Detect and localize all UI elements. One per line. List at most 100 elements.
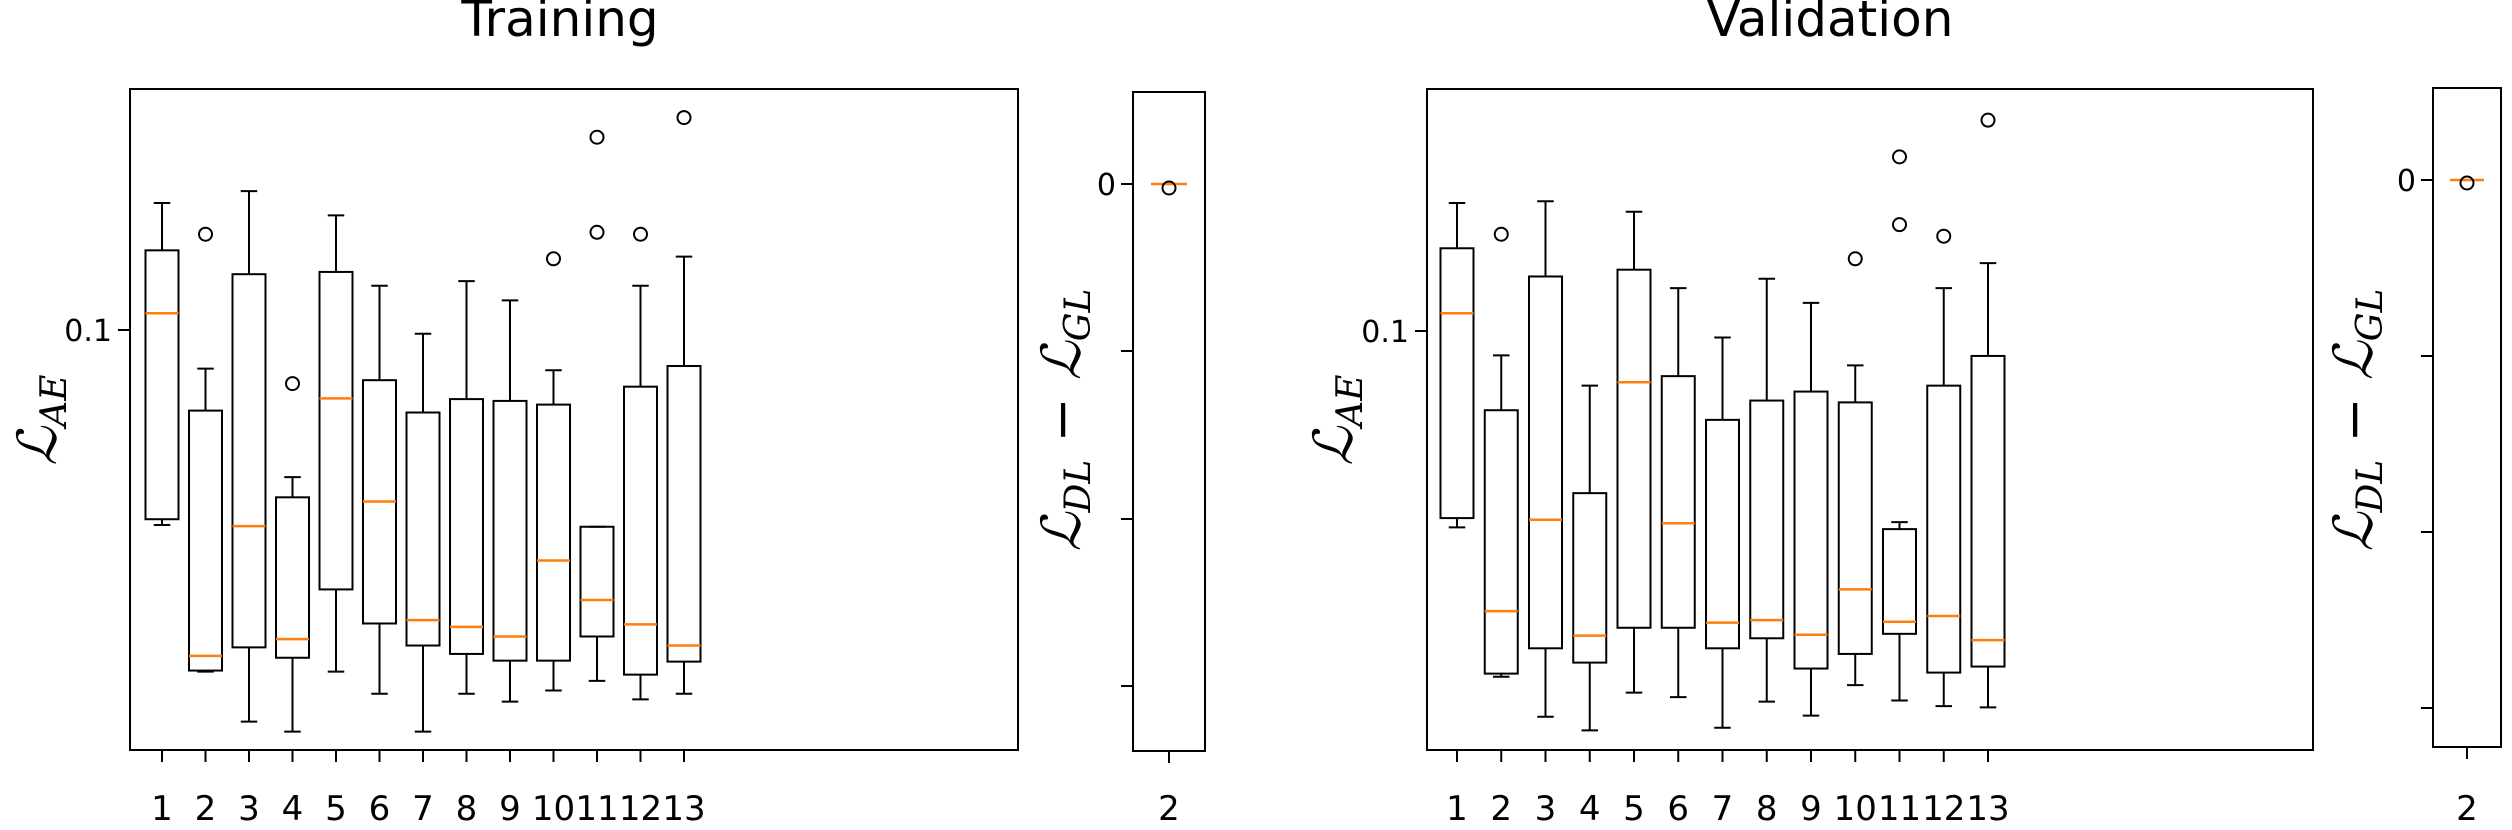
training-xticks: 1 2 3 4 5 6 7 8 9 10 11 12 13 bbox=[151, 750, 706, 829]
training-box-3 bbox=[231, 190, 267, 723]
training-xtick-label: 13 bbox=[662, 789, 705, 829]
training-box-5 bbox=[318, 214, 354, 673]
training-inset-box bbox=[1151, 180, 1187, 196]
validation-box-iqr bbox=[1793, 390, 1829, 670]
validation-xtick-label: 11 bbox=[1878, 789, 1921, 829]
validation-xtick-label: 13 bbox=[1966, 789, 2009, 829]
training-inset-xtick-label: 2 bbox=[1158, 789, 1180, 829]
validation-panel: Validation ℒAE 0.1 1 2 3 4 5 6 7 8 9 10 11 12 13 ℒDL… bbox=[1302, 0, 2502, 829]
validation-xtick-label: 6 bbox=[1667, 789, 1689, 829]
validation-inset-ytick-label: 0 bbox=[2397, 164, 2416, 199]
validation-xtick-label: 12 bbox=[1922, 789, 1965, 829]
training-box-2 bbox=[188, 226, 223, 673]
training-box-iqr bbox=[666, 365, 702, 663]
training-xtick-label: 5 bbox=[325, 789, 347, 829]
validation-box-iqr bbox=[1439, 247, 1475, 520]
training-inset-flier bbox=[1161, 180, 1177, 196]
validation-xticks: 1 2 3 4 5 6 7 8 9 10 11 12 13 bbox=[1446, 750, 2010, 829]
training-xtick-label: 9 bbox=[499, 789, 521, 829]
training-box-iqr bbox=[188, 409, 223, 672]
validation-inset-frame bbox=[2432, 87, 2502, 748]
training-box-iqr bbox=[536, 403, 571, 662]
validation-xtick-label: 4 bbox=[1579, 789, 1601, 829]
training-plot-frame bbox=[129, 88, 1019, 751]
training-inset-frame bbox=[1132, 91, 1206, 752]
validation-inset-flier bbox=[2459, 175, 2475, 191]
validation-ytick-label: 0.1 bbox=[1361, 315, 1409, 350]
training-xtick-label: 1 bbox=[151, 789, 173, 829]
validation-box-iqr bbox=[1705, 418, 1740, 650]
training-box-iqr bbox=[318, 270, 354, 591]
validation-box-iqr bbox=[1970, 354, 2006, 668]
training-box-6 bbox=[362, 284, 397, 695]
validation-box-3 bbox=[1528, 200, 1563, 718]
validation-flier bbox=[1980, 112, 1996, 128]
validation-box-iqr bbox=[1616, 268, 1652, 629]
training-box-iqr bbox=[144, 249, 180, 521]
validation-box-2 bbox=[1483, 226, 1519, 678]
training-flier bbox=[546, 251, 561, 267]
validation-box-4 bbox=[1572, 384, 1608, 732]
validation-box-1 bbox=[1439, 201, 1475, 529]
training-flier bbox=[633, 226, 648, 242]
training-xtick-label: 12 bbox=[619, 789, 662, 829]
validation-box-iqr bbox=[1749, 399, 1785, 640]
training-ytick-label: 0.1 bbox=[64, 314, 112, 349]
validation-flier bbox=[1892, 149, 1907, 165]
training-flier bbox=[676, 110, 692, 126]
validation-xtick-label: 10 bbox=[1834, 789, 1877, 829]
training-xtick-label: 4 bbox=[282, 789, 304, 829]
validation-box-iqr bbox=[1572, 492, 1608, 664]
training-box-12 bbox=[623, 226, 658, 701]
validation-xtick-label: 8 bbox=[1756, 789, 1778, 829]
validation-box-iqr bbox=[1882, 528, 1917, 635]
training-box-11 bbox=[579, 129, 615, 682]
training-xtick-label: 11 bbox=[575, 789, 618, 829]
validation-box-iqr bbox=[1528, 275, 1563, 650]
training-xtick-label: 6 bbox=[369, 789, 391, 829]
validation-xtick-label: 9 bbox=[1800, 789, 1822, 829]
training-flier bbox=[589, 129, 605, 145]
validation-box-iqr bbox=[1837, 401, 1873, 655]
validation-boxes bbox=[1439, 112, 2006, 732]
validation-ylabel: ℒAE bbox=[1302, 374, 1371, 465]
training-box-8 bbox=[449, 280, 484, 695]
training-box-iqr bbox=[623, 385, 658, 676]
training-box-iqr bbox=[275, 496, 310, 659]
validation-plot-frame bbox=[1426, 88, 2314, 751]
validation-box-10 bbox=[1837, 251, 1873, 687]
training-box-iqr bbox=[231, 273, 267, 649]
training-inset-ytick-label: 0 bbox=[1097, 168, 1116, 203]
training-box-13 bbox=[666, 110, 702, 695]
training-inset-ylabel: ℒDL − ℒGL bbox=[1030, 289, 1099, 552]
validation-xtick-label: 5 bbox=[1623, 789, 1645, 829]
validation-box-7 bbox=[1705, 336, 1740, 729]
training-box-7 bbox=[405, 332, 441, 733]
validation-xtick-label: 3 bbox=[1535, 789, 1557, 829]
training-boxes bbox=[144, 110, 702, 733]
training-title: Training bbox=[460, 0, 658, 48]
training-box-9 bbox=[492, 299, 528, 703]
training-xtick-label: 10 bbox=[532, 789, 575, 829]
validation-xtick-label: 2 bbox=[1490, 789, 1512, 829]
training-ylabel: ℒAE bbox=[6, 374, 75, 465]
training-box-iqr bbox=[579, 525, 615, 638]
validation-inset-yticks: 0 bbox=[2397, 164, 2433, 709]
validation-xtick-label: 7 bbox=[1712, 789, 1734, 829]
validation-box-11 bbox=[1882, 149, 1917, 702]
training-flier bbox=[198, 226, 213, 242]
validation-box-8 bbox=[1749, 277, 1785, 703]
validation-flier bbox=[1847, 251, 1863, 267]
training-box-1 bbox=[144, 201, 180, 526]
validation-box-iqr bbox=[1483, 409, 1519, 675]
validation-box-9 bbox=[1793, 301, 1829, 717]
training-xtick-label: 8 bbox=[456, 789, 478, 829]
training-inset-yticks: 0 bbox=[1097, 168, 1133, 687]
validation-inset-xtick-label: 2 bbox=[2456, 789, 2478, 829]
validation-flier bbox=[1493, 226, 1509, 242]
validation-flier bbox=[1936, 228, 1952, 244]
training-panel: Training ℒAE 0.1 1 2 3 4 5 6 7 8 9 10 11 12 13 ℒDL −… bbox=[6, 0, 1206, 829]
training-xtick-label: 2 bbox=[195, 789, 217, 829]
validation-inset-box bbox=[2450, 175, 2484, 191]
